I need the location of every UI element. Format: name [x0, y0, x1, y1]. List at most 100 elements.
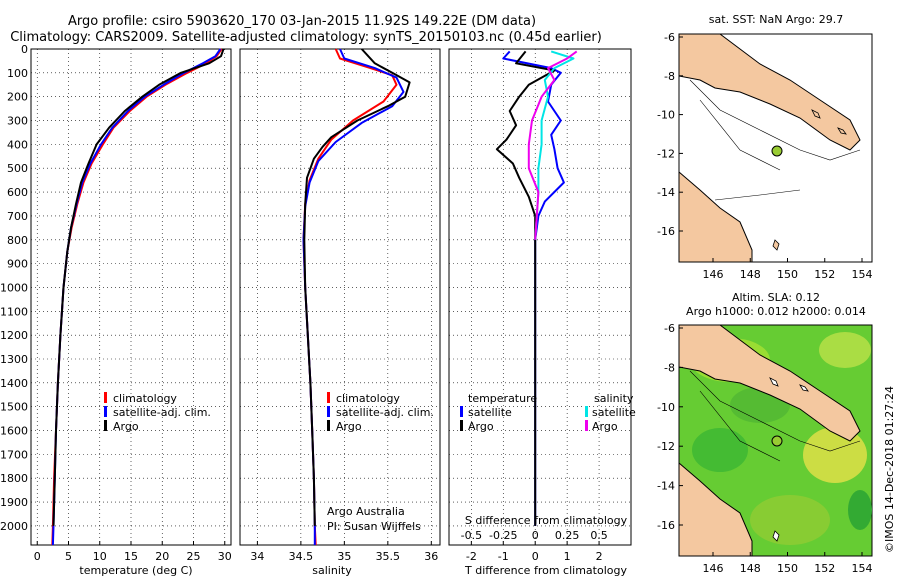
- legend-swatch-t-satellite: [460, 406, 463, 417]
- sla-map-ticks: 146 148 150 152 154 -6 -8 -10 -12 -14 -16: [657, 322, 872, 575]
- x-tick-label: 20: [155, 550, 169, 563]
- legend-t-satellite: satellite: [468, 406, 512, 419]
- plot-frame: [239, 48, 441, 546]
- s-tick-label: 0.5: [590, 529, 608, 542]
- depth-tick-label: 300: [7, 115, 28, 128]
- map-y-tick-label: -8: [664, 70, 675, 83]
- x-tick-label: 35.5: [376, 550, 401, 563]
- map-x-tick-label: 154: [852, 268, 873, 281]
- title-line-2: Climatology: CARS2009. Satellite-adjuste…: [10, 30, 602, 45]
- x-tick-label: -2: [466, 550, 477, 563]
- depth-tick-label: 100: [7, 67, 28, 80]
- depth-tick-label: 1600: [0, 425, 28, 438]
- legend-swatch-s-satellite: [585, 406, 588, 417]
- australia-land: [678, 170, 753, 263]
- float-position-marker: [771, 435, 783, 447]
- salinity-panel: 34 34.5 35 35.5 36: [239, 48, 441, 563]
- depth-tick-label: 1700: [0, 448, 28, 461]
- depth-tick-label: 1800: [0, 472, 28, 485]
- bathymetry-contours: [689, 79, 861, 201]
- legend-swatch-argo: [104, 420, 107, 431]
- s-tick-label: -0.25: [489, 529, 517, 542]
- depth-tick-label: 500: [7, 162, 28, 175]
- depth-tick-label: 1900: [0, 496, 28, 509]
- map-y-tick-label: -10: [657, 109, 675, 122]
- legend-salinity-heading: salinity: [594, 392, 634, 405]
- series-line: [534, 50, 575, 240]
- x-tick-label: 10: [93, 550, 107, 563]
- legend-temperature-heading: temperature: [468, 392, 537, 405]
- map-y-tick-label: -16: [657, 225, 675, 238]
- depth-tick-label: 1400: [0, 377, 28, 390]
- t-difference-axis-label: T difference from climatology: [464, 564, 627, 577]
- temperature-panel: 0 5 10 15 20 25 30: [30, 48, 232, 563]
- sst-map-title: sat. SST: NaN Argo: 29.7: [709, 13, 843, 26]
- map-y-tick-label: -12: [657, 147, 675, 160]
- sst-map: sat. SST: NaN Argo: 29.7 146 148 150 152 154…: [657, 13, 873, 281]
- legend-t-argo: Argo: [468, 420, 494, 433]
- depth-tick-label: 2000: [0, 520, 28, 533]
- series-line: [527, 50, 578, 240]
- legend-argo: Argo: [336, 420, 362, 433]
- depth-tick-label: 700: [7, 210, 28, 223]
- sst-map-ticks: 146 148 150 152 154 -6 -8 -10 -12 -14 -16: [657, 31, 872, 281]
- salinity-legend: climatology satellite-adj. clim. Argo Ar…: [327, 392, 434, 533]
- map-y-tick-label: -14: [657, 186, 675, 199]
- islands: [772, 109, 847, 251]
- map-x-tick-label: 154: [852, 562, 873, 575]
- legend-swatch-climatology: [327, 392, 330, 403]
- series-line: [303, 48, 411, 526]
- credit-line-2: PI: Susan Wijffels: [327, 520, 421, 533]
- depth-tick-label: 1500: [0, 401, 28, 414]
- x-tick-label: 35: [337, 550, 351, 563]
- legend-climatology: climatology: [113, 392, 177, 405]
- map-y-tick-label: -14: [657, 480, 675, 493]
- map-x-tick-label: 148: [740, 562, 761, 575]
- legend-swatch-climatology: [104, 392, 107, 403]
- x-tick-label: 15: [124, 550, 138, 563]
- depth-tick-label: 600: [7, 186, 28, 199]
- depth-tick-label: 1000: [0, 281, 28, 294]
- new-guinea-land: [678, 33, 861, 151]
- depth-tick-label: 0: [21, 43, 28, 56]
- s-tick-label: -0.5: [461, 529, 482, 542]
- legend-satellite: satellite-adj. clim.: [113, 406, 211, 419]
- sla-map-title-2: Argo h1000: 0.012 h2000: 0.014: [686, 305, 866, 318]
- map-y-tick-label: -12: [657, 440, 675, 453]
- depth-tick-label: 1100: [0, 305, 28, 318]
- map-y-tick-label: -8: [664, 361, 675, 374]
- title-line-1: Argo profile: csiro 5903620_170 03-Jan-2…: [68, 14, 536, 29]
- depth-tick-label: 1200: [0, 329, 28, 342]
- salinity-axis-label: salinity: [312, 564, 352, 577]
- x-tick-label: 30: [218, 550, 232, 563]
- depth-tick-label: 900: [7, 258, 28, 271]
- x-tick-label: 1: [564, 550, 571, 563]
- new-guinea-land: [678, 324, 861, 442]
- legend-s-satellite: satellite: [592, 406, 636, 419]
- x-tick-label: 34.5: [289, 550, 314, 563]
- map-y-tick-label: -6: [664, 31, 675, 44]
- depth-axis: 0 100 200 300 400 500 600 700 800 900 1000 1100 1200…: [0, 43, 28, 533]
- map-x-tick-label: 152: [814, 268, 835, 281]
- map-x-tick-label: 150: [777, 562, 798, 575]
- x-tick-label: 5: [65, 550, 72, 563]
- x-tick-label: 34: [250, 550, 264, 563]
- s-tick-label: 0: [532, 529, 539, 542]
- depth-tick-label: 800: [7, 234, 28, 247]
- sla-map-title-1: Altim. SLA: 0.12: [732, 291, 820, 304]
- map-x-tick-label: 148: [740, 268, 761, 281]
- legend-swatch-satellite: [104, 406, 107, 417]
- map-x-tick-label: 152: [814, 562, 835, 575]
- watermark: ©IMOS 14-Dec-2018 01:27:24: [883, 386, 896, 553]
- temperature-axis-label: temperature (deg C): [79, 564, 192, 577]
- map-y-tick-label: -10: [657, 401, 675, 414]
- x-tick-label: 25: [187, 550, 201, 563]
- legend-climatology: climatology: [336, 392, 400, 405]
- map-y-tick-label: -6: [664, 322, 675, 335]
- x-tick-label: -1: [498, 550, 509, 563]
- credit-line-1: Argo Australia: [327, 505, 405, 518]
- map-x-tick-label: 146: [703, 268, 724, 281]
- legend-swatch-argo: [327, 420, 330, 431]
- s-tick-label: 0.25: [555, 529, 580, 542]
